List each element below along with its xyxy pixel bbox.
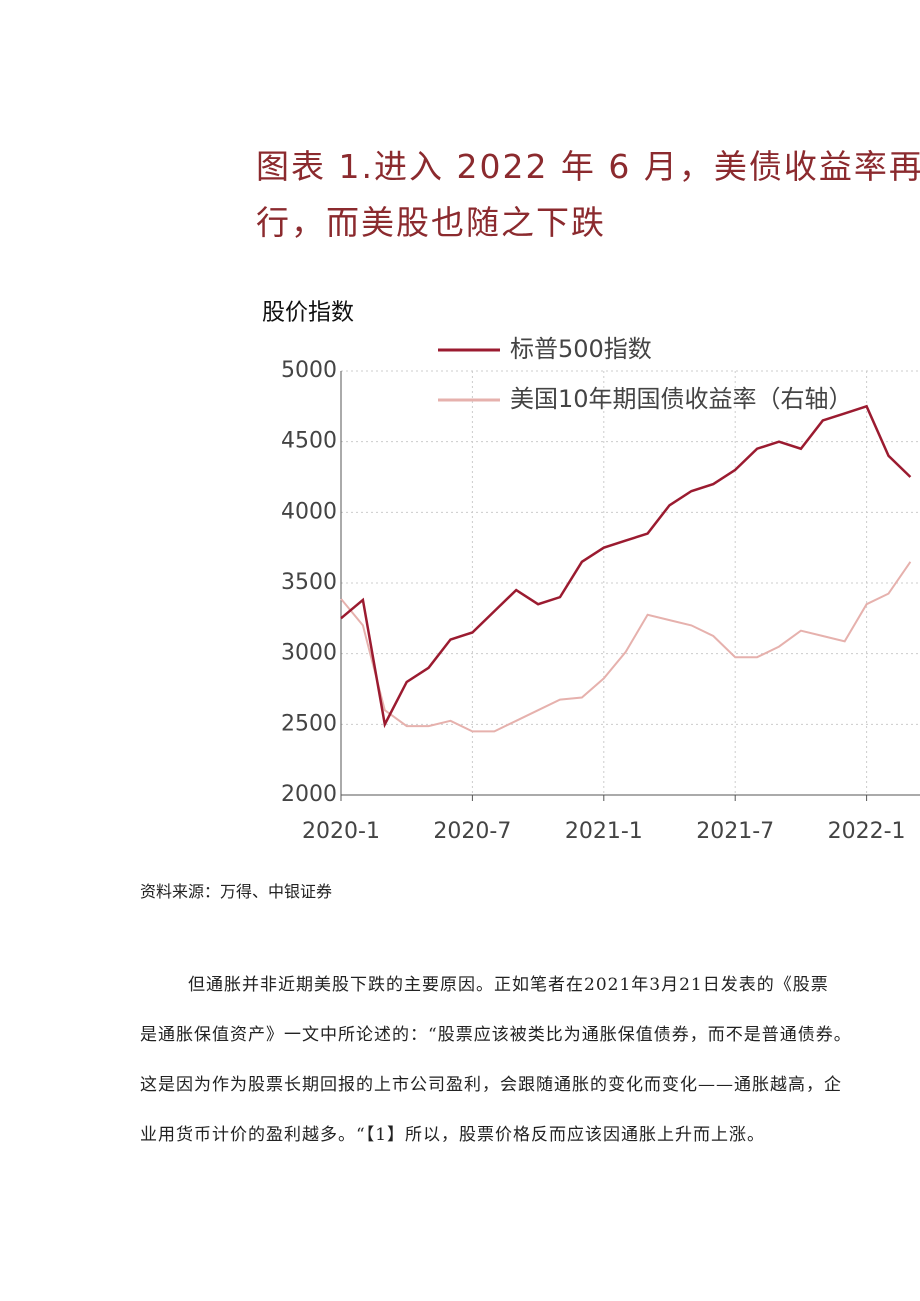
x-tick-label: 2020-1 bbox=[302, 819, 380, 844]
paragraph-line: 是通胀保值资产》一文中所论述的：“股票应该被类比为通胀保值债券，而不是普通债券。 bbox=[140, 1025, 852, 1045]
title: 图表 1.进入 2022 年 6 月，美债收益率再方 bbox=[256, 147, 920, 186]
y-tick-label: 4500 bbox=[281, 429, 337, 454]
x-tick-label: 2021-1 bbox=[565, 819, 643, 844]
y-tick-label: 3000 bbox=[281, 641, 337, 666]
title: 行，而美股也随之下跌 bbox=[256, 203, 606, 242]
x-tick-label: 2020-7 bbox=[433, 819, 511, 844]
line bbox=[340, 561, 912, 733]
line bbox=[340, 404, 912, 729]
x-tick-label: 2022-1 bbox=[828, 819, 906, 844]
y-tick-label: 3500 bbox=[281, 570, 337, 595]
y-axis-label: 股价指数 bbox=[262, 300, 354, 326]
y-tick-label: 2500 bbox=[281, 711, 337, 736]
paragraph-line: 但通胀并非近期美股下跌的主要原因。正如笔者在2021年3月21日发表的《股票 bbox=[188, 975, 829, 995]
legend-label: 美国10年期国债收益率（右轴） bbox=[510, 385, 853, 413]
y-tick-label: 4000 bbox=[281, 499, 337, 524]
source: 资料来源：万得、中银证券 bbox=[140, 882, 333, 901]
y-tick-label: 5000 bbox=[281, 358, 337, 383]
paragraph-line: 这是因为作为股票长期回报的上市公司盈利，会跟随通胀的变化而变化——通胀越高，企 bbox=[140, 1075, 842, 1095]
legend-label: 标普500指数 bbox=[510, 335, 652, 363]
x-tick-label: 2021-7 bbox=[696, 819, 774, 844]
chart: 股价指数 2000 2500 3000 3500 4000 4500 5000 2020-1 2… bbox=[262, 300, 920, 844]
y-tick-label: 2000 bbox=[281, 782, 337, 807]
paragraph-line: 业用货币计价的盈利越多。“【1】所以，股票价格反而应该因通胀上升而上涨。 bbox=[140, 1125, 766, 1145]
